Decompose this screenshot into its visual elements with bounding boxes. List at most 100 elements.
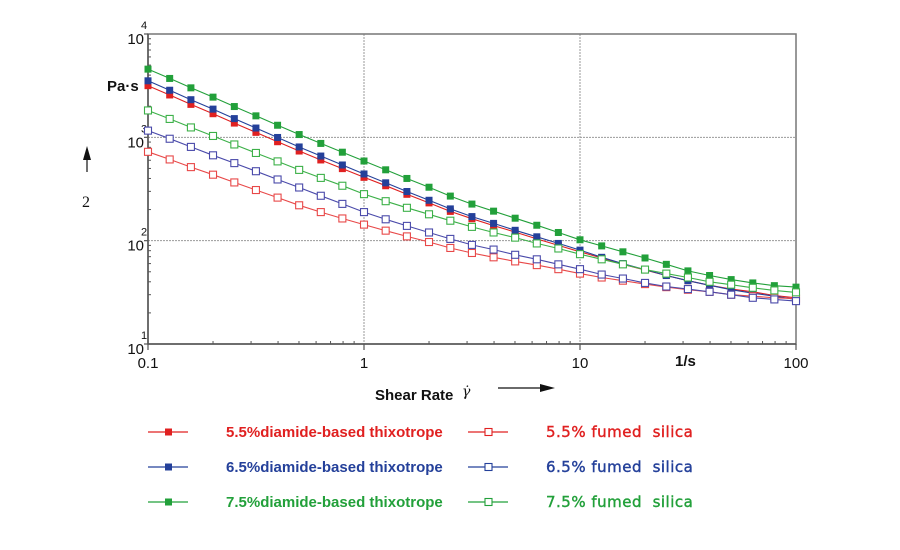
data-point <box>316 191 325 200</box>
minor-ticks <box>144 33 797 350</box>
data-point <box>252 112 260 120</box>
y-tick-label: 10 <box>127 341 144 358</box>
data-point <box>446 234 455 243</box>
x-tick-label: 100 <box>783 355 808 372</box>
filled-square-marker-icon <box>148 456 194 478</box>
data-point <box>359 208 369 217</box>
data-point <box>532 239 541 248</box>
data-point <box>727 276 735 284</box>
data-point <box>511 226 519 234</box>
data-point <box>143 147 153 156</box>
legend-label: 7.5% fumed silica <box>546 493 693 511</box>
data-point <box>705 277 714 286</box>
y-tick-exponent: 4 <box>141 20 147 32</box>
series-5 <box>143 126 801 306</box>
series-1 <box>144 82 800 302</box>
plot-frame <box>147 33 797 345</box>
data-point <box>705 287 714 296</box>
legend-percent: 6.5% <box>546 458 587 476</box>
data-point <box>446 216 455 225</box>
data-point <box>554 228 562 236</box>
shear-rate-symbol: γ̇ <box>462 384 471 400</box>
y-tick-exponent: 2 <box>141 227 147 239</box>
legend-text: diamide-based thixotrope <box>260 423 443 441</box>
open-square-marker-icon <box>468 491 514 513</box>
data-point <box>166 91 174 99</box>
data-point <box>770 286 779 295</box>
y-tick-label: 10 <box>127 238 144 255</box>
data-point <box>381 197 390 206</box>
data-point <box>381 215 390 224</box>
data-point <box>251 167 260 176</box>
data-point <box>576 246 584 254</box>
data-point <box>208 151 218 160</box>
data-point <box>381 226 390 235</box>
data-point <box>618 260 627 269</box>
x-tick-label: 0.1 <box>138 355 159 372</box>
data-point <box>467 240 476 249</box>
data-point <box>251 185 260 195</box>
data-point <box>186 123 195 132</box>
data-point <box>662 269 671 278</box>
data-point <box>791 297 801 306</box>
data-point <box>489 245 498 254</box>
x-tick-label: 10 <box>572 355 589 372</box>
data-point <box>554 244 563 253</box>
x-tick-label: 1 <box>360 355 368 372</box>
y-tick-exponent: 1 <box>141 330 147 342</box>
data-point <box>143 126 153 135</box>
filled-square-marker-icon <box>148 421 194 443</box>
y-axis-symbol: 2 <box>82 194 90 211</box>
data-point <box>230 119 238 127</box>
data-point <box>554 239 562 247</box>
data-point <box>338 214 347 223</box>
data-point <box>575 265 585 274</box>
data-point <box>317 156 325 164</box>
legend-label: 7.5%diamide-based thixotrope <box>226 494 443 511</box>
data-point <box>468 213 476 221</box>
data-point <box>683 273 692 282</box>
data-point <box>186 142 195 151</box>
data-point <box>295 165 304 174</box>
data-point <box>467 222 476 231</box>
data-point <box>165 114 174 123</box>
data-point <box>748 293 757 302</box>
y-unit-label: Pa·s <box>107 78 139 95</box>
legend-text: fumed silica <box>586 423 694 441</box>
x-tick-labels: 0.1 1 10 100 <box>138 355 809 372</box>
legend-percent: 5.5% <box>226 423 261 441</box>
legend-percent: 6.5% <box>226 458 261 476</box>
data-point <box>791 288 801 297</box>
data-point <box>295 147 303 155</box>
x-unit-label: 1/s <box>675 353 696 370</box>
data-point <box>749 279 757 287</box>
data-point <box>273 157 282 166</box>
data-point <box>618 274 627 283</box>
data-point <box>727 290 736 299</box>
data-point <box>274 121 282 129</box>
data-point <box>446 205 454 213</box>
series-group <box>143 65 801 306</box>
data-point <box>770 295 779 304</box>
data-point <box>640 278 650 287</box>
series-6 <box>143 106 801 297</box>
legend-item: 7.5%diamide-based thixotrope <box>148 491 443 513</box>
data-point <box>597 255 606 264</box>
legend-label: 6.5% fumed silica <box>546 458 693 476</box>
data-point <box>144 77 152 85</box>
data-point <box>575 250 585 259</box>
data-point <box>489 253 498 262</box>
data-point <box>425 196 433 204</box>
data-point <box>597 270 606 279</box>
legend-item: 7.5% fumed silica <box>468 491 693 513</box>
data-point <box>490 219 498 227</box>
data-point <box>274 138 282 146</box>
data-point <box>446 192 454 200</box>
series-2 <box>144 77 800 303</box>
legend-item: 5.5% fumed silica <box>468 421 693 443</box>
data-point <box>208 131 218 141</box>
data-point <box>490 207 498 215</box>
data-point <box>533 221 541 229</box>
data-point <box>662 260 670 268</box>
data-point <box>187 96 195 104</box>
